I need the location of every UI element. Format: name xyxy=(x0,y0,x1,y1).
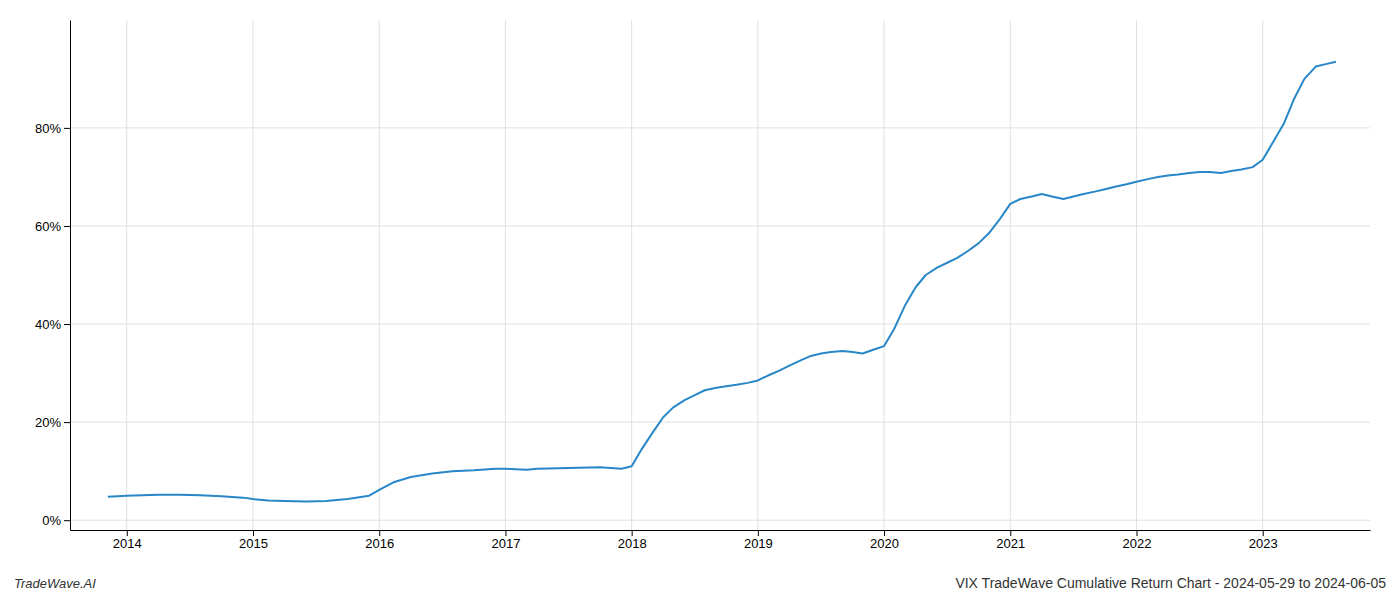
x-tick: 2014 xyxy=(113,530,142,551)
y-tick-mark xyxy=(64,324,70,325)
x-tick-label: 2015 xyxy=(239,536,268,551)
x-tick: 2020 xyxy=(870,530,899,551)
y-tick-label: 20% xyxy=(35,415,61,430)
x-tick-label: 2020 xyxy=(870,536,899,551)
x-grid-line xyxy=(1010,20,1011,530)
x-tick-label: 2022 xyxy=(1123,536,1152,551)
x-tick-mark xyxy=(1010,530,1011,536)
x-grid-line xyxy=(1136,20,1137,530)
x-tick-mark xyxy=(884,530,885,536)
x-axis-line xyxy=(71,530,1371,531)
x-tick-mark xyxy=(379,530,380,536)
watermark: TradeWave.AI xyxy=(14,576,96,591)
x-tick-mark xyxy=(127,530,128,536)
x-tick-mark xyxy=(758,530,759,536)
x-tick-mark xyxy=(505,530,506,536)
y-tick-label: 60% xyxy=(35,219,61,234)
x-grid-line xyxy=(1262,20,1263,530)
y-tick-mark xyxy=(64,226,70,227)
y-tick: 60% xyxy=(35,219,70,234)
x-tick: 2023 xyxy=(1249,530,1278,551)
x-tick-mark xyxy=(253,530,254,536)
x-tick-label: 2021 xyxy=(996,536,1025,551)
y-axis: 0% 20% 40% 60% 80% xyxy=(35,21,71,531)
y-grid-line xyxy=(70,520,1370,521)
y-tick-label: 80% xyxy=(35,121,61,136)
y-tick-label: 40% xyxy=(35,317,61,332)
y-tick-mark xyxy=(64,422,70,423)
x-grid-line xyxy=(379,20,380,530)
chart: 2014 2015 2016 2017 2018 2019 2020 2021 2022 2023… xyxy=(0,0,1400,600)
x-tick: 2016 xyxy=(365,530,394,551)
x-grid-line xyxy=(884,20,885,530)
x-tick-label: 2018 xyxy=(618,536,647,551)
x-grid-line xyxy=(253,20,254,530)
y-grid-line xyxy=(70,324,1370,325)
x-tick-label: 2016 xyxy=(365,536,394,551)
y-tick-mark xyxy=(64,520,70,521)
x-tick-mark xyxy=(1263,530,1264,536)
x-grid-line xyxy=(126,20,127,530)
y-tick: 80% xyxy=(35,121,70,136)
x-grid-line xyxy=(505,20,506,530)
y-axis-line xyxy=(70,21,71,531)
y-grid-line xyxy=(70,422,1370,423)
plot-area: 2014 2015 2016 2017 2018 2019 2020 2021 2022 2023… xyxy=(35,20,1371,551)
y-grid-line xyxy=(70,225,1370,226)
x-tick: 2022 xyxy=(1123,530,1152,551)
x-tick-label: 2014 xyxy=(113,536,142,551)
x-tick: 2019 xyxy=(744,530,773,551)
grid xyxy=(70,20,1370,530)
y-grid-line xyxy=(70,127,1370,128)
y-tick: 20% xyxy=(35,415,70,430)
y-tick-label: 0% xyxy=(42,513,61,528)
y-tick: 40% xyxy=(35,317,70,332)
x-tick: 2017 xyxy=(491,530,520,551)
x-tick-label: 2019 xyxy=(744,536,773,551)
x-tick-label: 2017 xyxy=(491,536,520,551)
x-grid-line xyxy=(757,20,758,530)
x-grid-line xyxy=(631,20,632,530)
x-tick: 2018 xyxy=(618,530,647,551)
y-tick: 0% xyxy=(42,513,70,528)
y-tick-mark xyxy=(64,128,70,129)
x-tick-label: 2023 xyxy=(1249,536,1278,551)
x-tick-mark xyxy=(632,530,633,536)
line xyxy=(108,62,1336,502)
title: VIX TradeWave Cumulative Return Chart - … xyxy=(955,575,1386,591)
marks xyxy=(108,62,1336,502)
x-tick-mark xyxy=(1137,530,1138,536)
x-axis: 2014 2015 2016 2017 2018 2019 2020 2021 2022 2023 xyxy=(71,530,1371,551)
x-tick: 2015 xyxy=(239,530,268,551)
x-tick: 2021 xyxy=(996,530,1025,551)
